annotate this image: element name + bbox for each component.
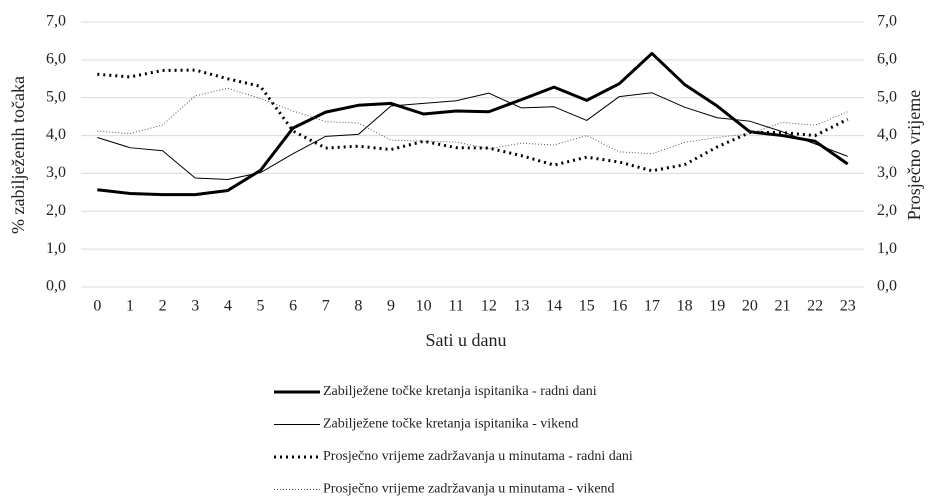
x-tick-label: 20: [742, 298, 758, 315]
x-tick-label: 6: [289, 298, 297, 315]
y-tick-label: 4,0: [46, 126, 66, 143]
x-tick-label: 5: [256, 298, 264, 315]
x-tick-label: 15: [579, 298, 595, 315]
y2-tick-label: 6,0: [877, 51, 897, 68]
legend-label: Prosječno vrijeme zadržavanja u minutama…: [323, 482, 615, 496]
x-tick-label: 19: [709, 298, 725, 315]
legend-label: Zabilježene točke kretanja ispitanika - …: [323, 384, 597, 399]
x-tick-label: 1: [126, 298, 134, 315]
x-tick-label: 7: [322, 298, 330, 315]
y-tick-label: 5,0: [46, 88, 66, 105]
x-tick-label: 12: [481, 298, 497, 315]
x-tick-label: 17: [644, 298, 660, 315]
x-tick-label: 2: [159, 298, 167, 315]
y2-tick-label: 1,0: [877, 240, 897, 257]
x-tick-label: 4: [224, 298, 232, 315]
x-tick-label: 3: [191, 298, 199, 315]
legend-label: Prosječno vrijeme zadržavanja u minutama…: [323, 449, 633, 464]
x-tick-label: 16: [611, 298, 627, 315]
y2-tick-label: 2,0: [877, 202, 897, 219]
x-tick-label: 18: [677, 298, 693, 315]
y-tick-label: 7,0: [46, 13, 66, 30]
x-tick-label: 11: [448, 298, 463, 315]
x-axis-label: Sati u danu: [426, 330, 507, 350]
series-line: [97, 92, 848, 180]
series-line: [97, 51, 849, 197]
x-tick-label: 10: [416, 298, 432, 315]
x-tick-label: 21: [774, 298, 790, 315]
y2-tick-label: 0,0: [877, 278, 897, 295]
y-tick-label: 6,0: [46, 51, 66, 68]
x-tick-label: 13: [513, 298, 529, 315]
x-tick-label: 8: [354, 298, 362, 315]
y-tick-label: 1,0: [46, 240, 66, 257]
y-tick-label: 0,0: [46, 278, 66, 295]
y2-tick-label: 7,0: [877, 13, 897, 30]
x-tick-label: 0: [93, 298, 101, 315]
x-tick-label: 14: [546, 298, 562, 315]
x-tick-label: 9: [387, 298, 395, 315]
y2-tick-label: 5,0: [877, 88, 897, 105]
legend-label: Zabilježene točke kretanja ispitanika - …: [323, 417, 578, 432]
y2-tick-label: 4,0: [877, 126, 897, 143]
y-tick-label: 2,0: [46, 202, 66, 219]
x-tick-label: 23: [840, 298, 856, 315]
y2-tick-label: 3,0: [877, 164, 897, 181]
y2-axis-label: Prosječno vrijeme: [904, 90, 924, 220]
series-line: [97, 87, 848, 155]
y-axis-label: % zabilježenih točaka: [8, 76, 28, 234]
series-line: [97, 68, 849, 173]
y-tick-label: 3,0: [46, 164, 66, 181]
x-tick-label: 22: [807, 298, 823, 315]
